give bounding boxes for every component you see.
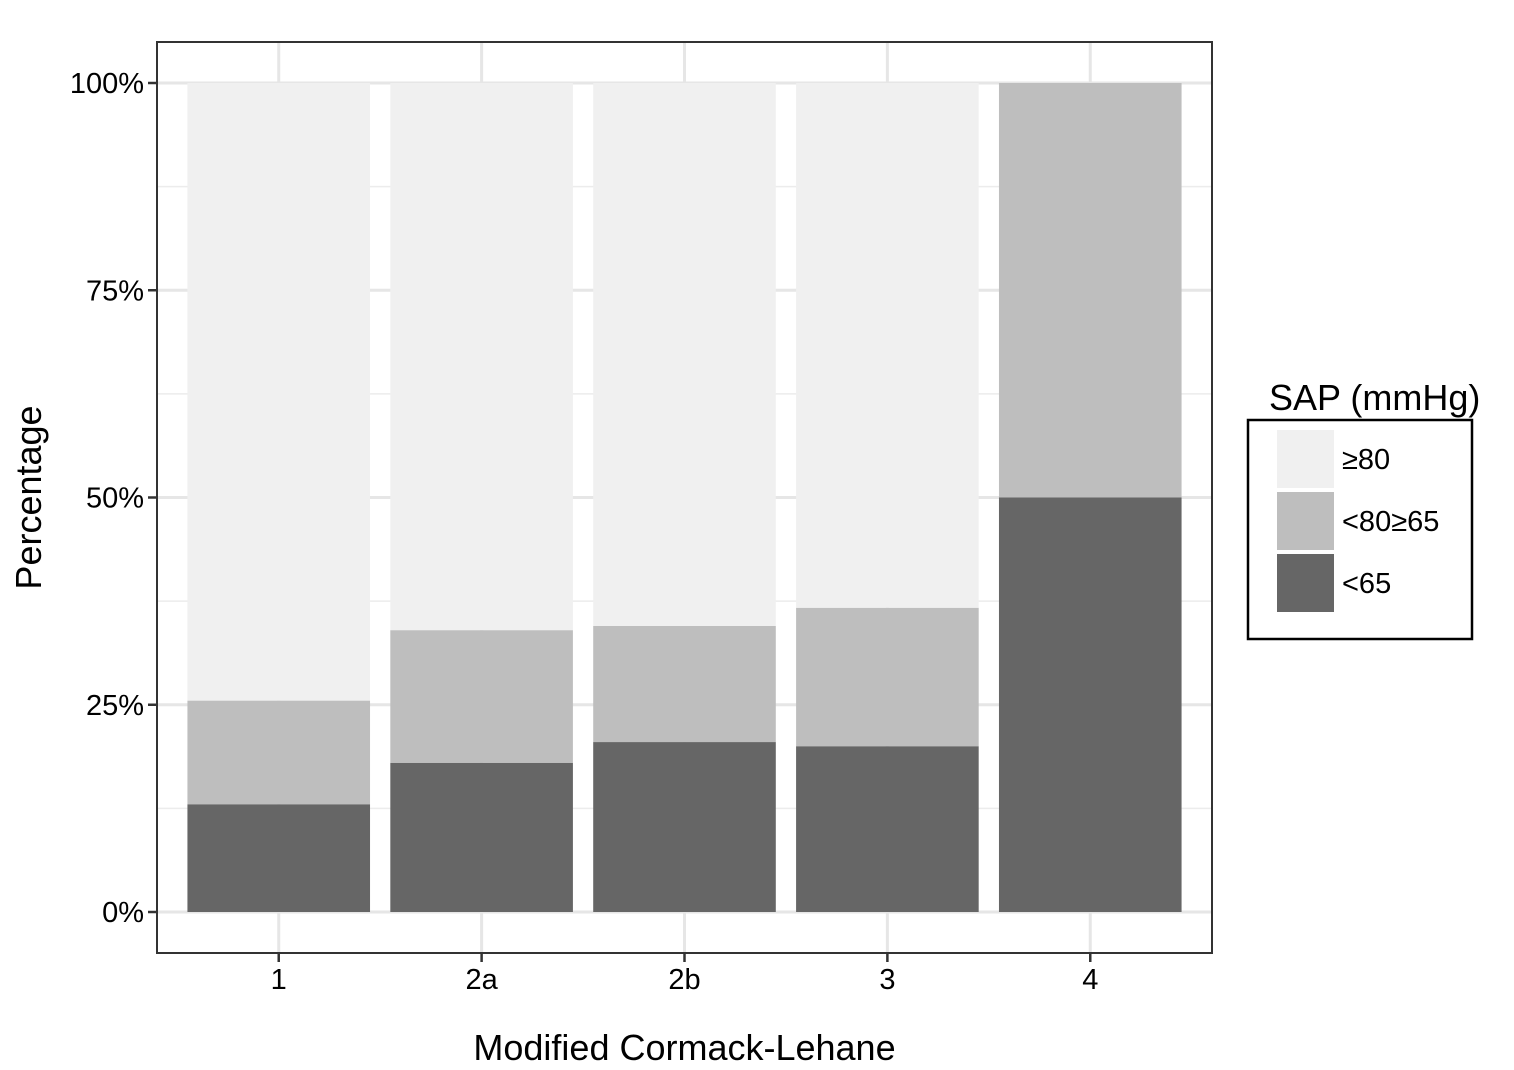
bar-segment [390, 762, 573, 912]
y-tick-label: 25% [86, 690, 144, 722]
bar-segment [593, 83, 776, 626]
legend: SAP (mmHg) ≥80 <80≥65 <65 [1246, 377, 1480, 641]
bar-segment [593, 625, 776, 743]
bar-segment [796, 83, 979, 608]
legend-title: SAP (mmHg) [1269, 377, 1480, 418]
y-axis-title: Percentage [8, 405, 49, 589]
bar-segment [390, 630, 573, 763]
bar-segment [796, 746, 979, 912]
legend-swatch [1277, 430, 1334, 488]
bar-segment [998, 83, 1182, 498]
legend-label: <80≥65 [1342, 506, 1439, 538]
bar-segment [593, 742, 776, 912]
x-tick-label: 4 [1082, 964, 1098, 996]
x-tick-label: 1 [271, 964, 287, 996]
y-tick-label: 100% [70, 68, 144, 100]
y-tick-label: 75% [86, 275, 144, 307]
legend-label: <65 [1342, 568, 1391, 600]
legend-box [1246, 418, 1474, 641]
x-tick-label: 3 [879, 964, 895, 996]
bar-segment [998, 497, 1182, 912]
x-axis: 1 2a 2b 3 4 [271, 953, 1098, 996]
y-axis: 0% 25% 50% 75% 100% [70, 68, 157, 929]
x-tick-label: 2b [668, 964, 700, 996]
legend-label: ≥80 [1342, 444, 1390, 476]
x-axis-title: Modified Cormack-Lehane [473, 1027, 895, 1068]
bar-segment [796, 607, 979, 747]
bar-segment [187, 83, 371, 701]
legend-swatch [1277, 492, 1334, 550]
y-tick-label: 50% [86, 483, 144, 515]
y-tick-label: 0% [102, 897, 144, 929]
bar-segment [187, 804, 371, 912]
bar-segment [390, 83, 573, 631]
legend-items: ≥80 <80≥65 <65 [1277, 430, 1439, 612]
x-tick-label: 2a [465, 964, 498, 996]
bar-segment [187, 700, 371, 805]
bars [187, 83, 1182, 912]
legend-swatch [1277, 554, 1334, 612]
